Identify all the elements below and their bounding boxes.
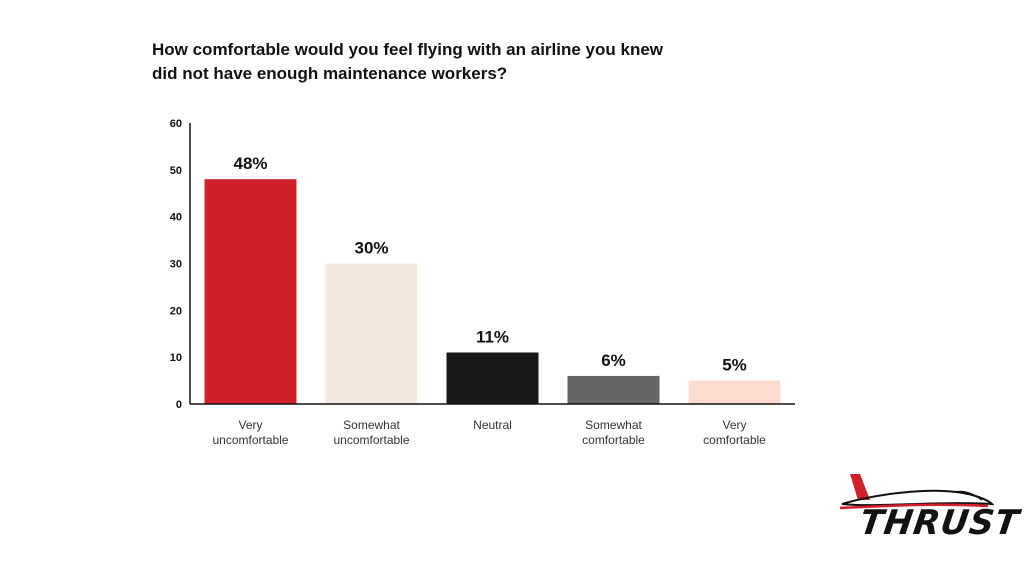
x-tick-label-line: Very (722, 418, 747, 432)
airplane-swoosh (839, 503, 989, 510)
x-tick-label-line: Very (238, 418, 263, 432)
x-tick-label-line: uncomfortable (333, 433, 410, 447)
bar (446, 352, 539, 404)
logo-text: THRUST (857, 503, 1022, 543)
y-tick-label: 20 (170, 305, 182, 317)
chart-title-line-1: How comfortable would you feel flying wi… (152, 40, 664, 59)
x-tick-label: Somewhat uncomfortable (312, 418, 432, 448)
x-tick-label-line: Somewhat (585, 418, 642, 432)
x-tick-label-line: uncomfortable (212, 433, 289, 447)
airplane-icon (839, 474, 995, 510)
bar (567, 375, 660, 404)
y-tick-label: 0 (176, 399, 182, 411)
bar (204, 179, 297, 404)
y-tick-label: 10 (170, 352, 182, 364)
y-tick-label: 30 (170, 259, 182, 271)
airplane-cockpit (953, 490, 983, 501)
x-tick-label-line: Somewhat (343, 418, 400, 432)
x-tick-label: Very uncomfortable (191, 418, 311, 448)
x-tick-label-line: comfortable (582, 433, 645, 447)
chart-title-line-2: did not have enough maintenance workers? (152, 64, 508, 83)
chart-title: How comfortable would you feel flying wi… (152, 38, 852, 86)
data-labels: 48% 30% 11% 6% 5% (233, 154, 746, 374)
x-tick-label: Somewhat comfortable (554, 418, 674, 448)
y-axis: 0 10 20 30 40 50 60 (170, 118, 182, 411)
bar (325, 263, 418, 404)
x-tick-label-line: Neutral (473, 418, 512, 432)
data-label: 48% (233, 154, 267, 173)
data-label: 5% (722, 356, 747, 375)
bar (688, 380, 781, 404)
x-tick-label: Neutral (433, 418, 553, 433)
airplane-tail (850, 474, 870, 500)
data-label: 30% (354, 239, 388, 258)
y-tick-label: 40 (170, 212, 182, 224)
data-label: 6% (601, 351, 626, 370)
y-tick-label: 50 (170, 165, 182, 177)
data-label: 11% (476, 327, 509, 346)
y-tick-label: 60 (170, 118, 182, 130)
x-tick-label-line: comfortable (703, 433, 766, 447)
x-tick-label: Very comfortable (675, 418, 795, 448)
bars (204, 179, 781, 404)
